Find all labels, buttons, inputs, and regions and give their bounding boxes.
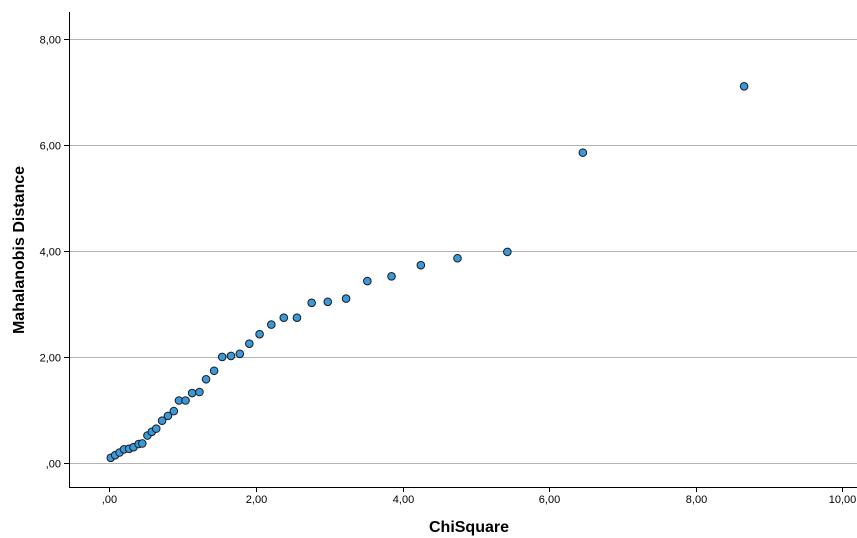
- data-point: [217, 352, 227, 362]
- data-point: [363, 276, 372, 286]
- x-tick-label: 8,00: [686, 494, 707, 506]
- gridlines: [69, 39, 857, 464]
- data-point: [341, 294, 351, 303]
- data-point: [416, 260, 426, 270]
- data-point: [157, 416, 167, 425]
- data-points: [106, 82, 749, 463]
- data-point: [187, 388, 197, 398]
- x-tick-label: 2,00: [246, 494, 267, 506]
- data-point: [201, 374, 211, 384]
- data-point: [453, 253, 462, 263]
- data-point: [163, 411, 173, 421]
- x-tick-label: 6,00: [539, 494, 560, 506]
- data-point: [195, 387, 204, 397]
- data-point: [279, 313, 289, 322]
- data-point: [323, 297, 333, 307]
- y-tick-label: 2,00: [40, 353, 61, 365]
- x-axis-ticks: ,00 2,00 4,00 6,00 8,00 10,00: [102, 487, 856, 506]
- data-point: [181, 396, 190, 405]
- data-point: [503, 247, 512, 257]
- data-point: [387, 272, 396, 281]
- data-point: [739, 82, 749, 91]
- data-point: [169, 406, 179, 416]
- data-point: [226, 351, 236, 361]
- data-point: [151, 424, 161, 433]
- data-point: [307, 298, 316, 308]
- data-point: [267, 320, 276, 329]
- y-tick-label: ,00: [46, 459, 61, 471]
- y-tick-label: 4,00: [40, 247, 61, 259]
- x-axis-title: ChiSquare: [429, 519, 509, 536]
- x-tick-label: 4,00: [393, 494, 414, 506]
- data-point: [235, 349, 245, 359]
- y-axis-title: Mahalanobis Distance: [11, 166, 28, 334]
- axes: [69, 12, 857, 488]
- data-point: [255, 329, 264, 339]
- data-point: [209, 366, 219, 376]
- x-tick-label: 10,00: [829, 494, 857, 506]
- data-point: [578, 148, 588, 157]
- data-point: [292, 313, 302, 322]
- y-axis-ticks: ,00 2,00 4,00 6,00 8,00: [40, 35, 69, 471]
- y-tick-label: 8,00: [40, 35, 61, 47]
- data-point: [138, 439, 147, 448]
- y-tick-label: 6,00: [40, 141, 61, 153]
- data-point: [245, 339, 254, 349]
- x-tick-label: ,00: [102, 494, 117, 506]
